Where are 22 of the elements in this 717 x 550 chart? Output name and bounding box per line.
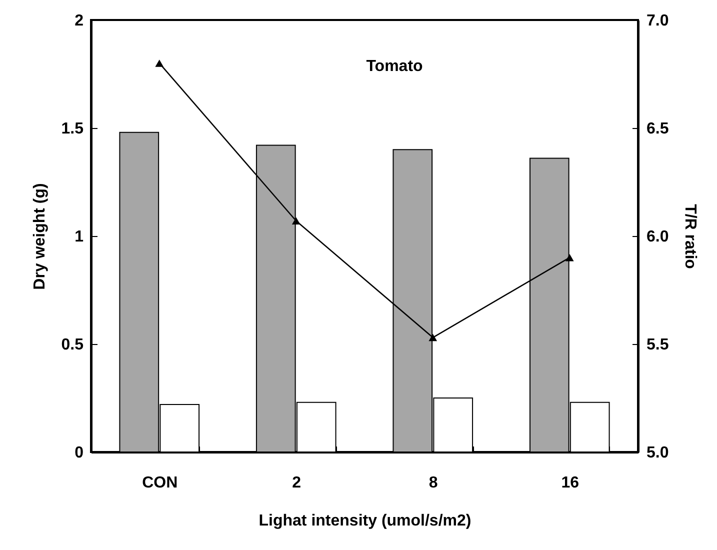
y2-tick-label: 7.0	[646, 12, 669, 30]
x-tick-label: 8	[428, 474, 438, 492]
y-tick-label: 0.5	[61, 336, 84, 354]
y2-tick-label: 6.5	[646, 120, 669, 138]
point	[428, 334, 438, 342]
x-axis-title: Lighat intensity (umol/s/m2)	[258, 512, 472, 530]
y-tick-label: 1	[74, 228, 84, 246]
x-tick-label: 2	[292, 474, 302, 492]
point	[565, 254, 574, 262]
text: Tomato	[366, 58, 424, 75]
y-tick-label: 2	[74, 12, 84, 30]
x-tick-label: 16	[561, 474, 580, 492]
x-tick-label: CON	[142, 474, 178, 492]
y2-tick-label: 5.0	[646, 444, 669, 462]
y-tick-label: 0	[74, 444, 84, 462]
y-tick-label: 1.5	[61, 120, 84, 138]
y2-tick-label: 5.5	[646, 336, 669, 354]
y2-tick-label: 6.0	[646, 228, 669, 246]
point	[292, 217, 300, 225]
point	[155, 60, 164, 67]
y2-axis-title: T/R ratio	[682, 204, 699, 270]
y-axis-title: Dry weight (g)	[31, 183, 48, 290]
